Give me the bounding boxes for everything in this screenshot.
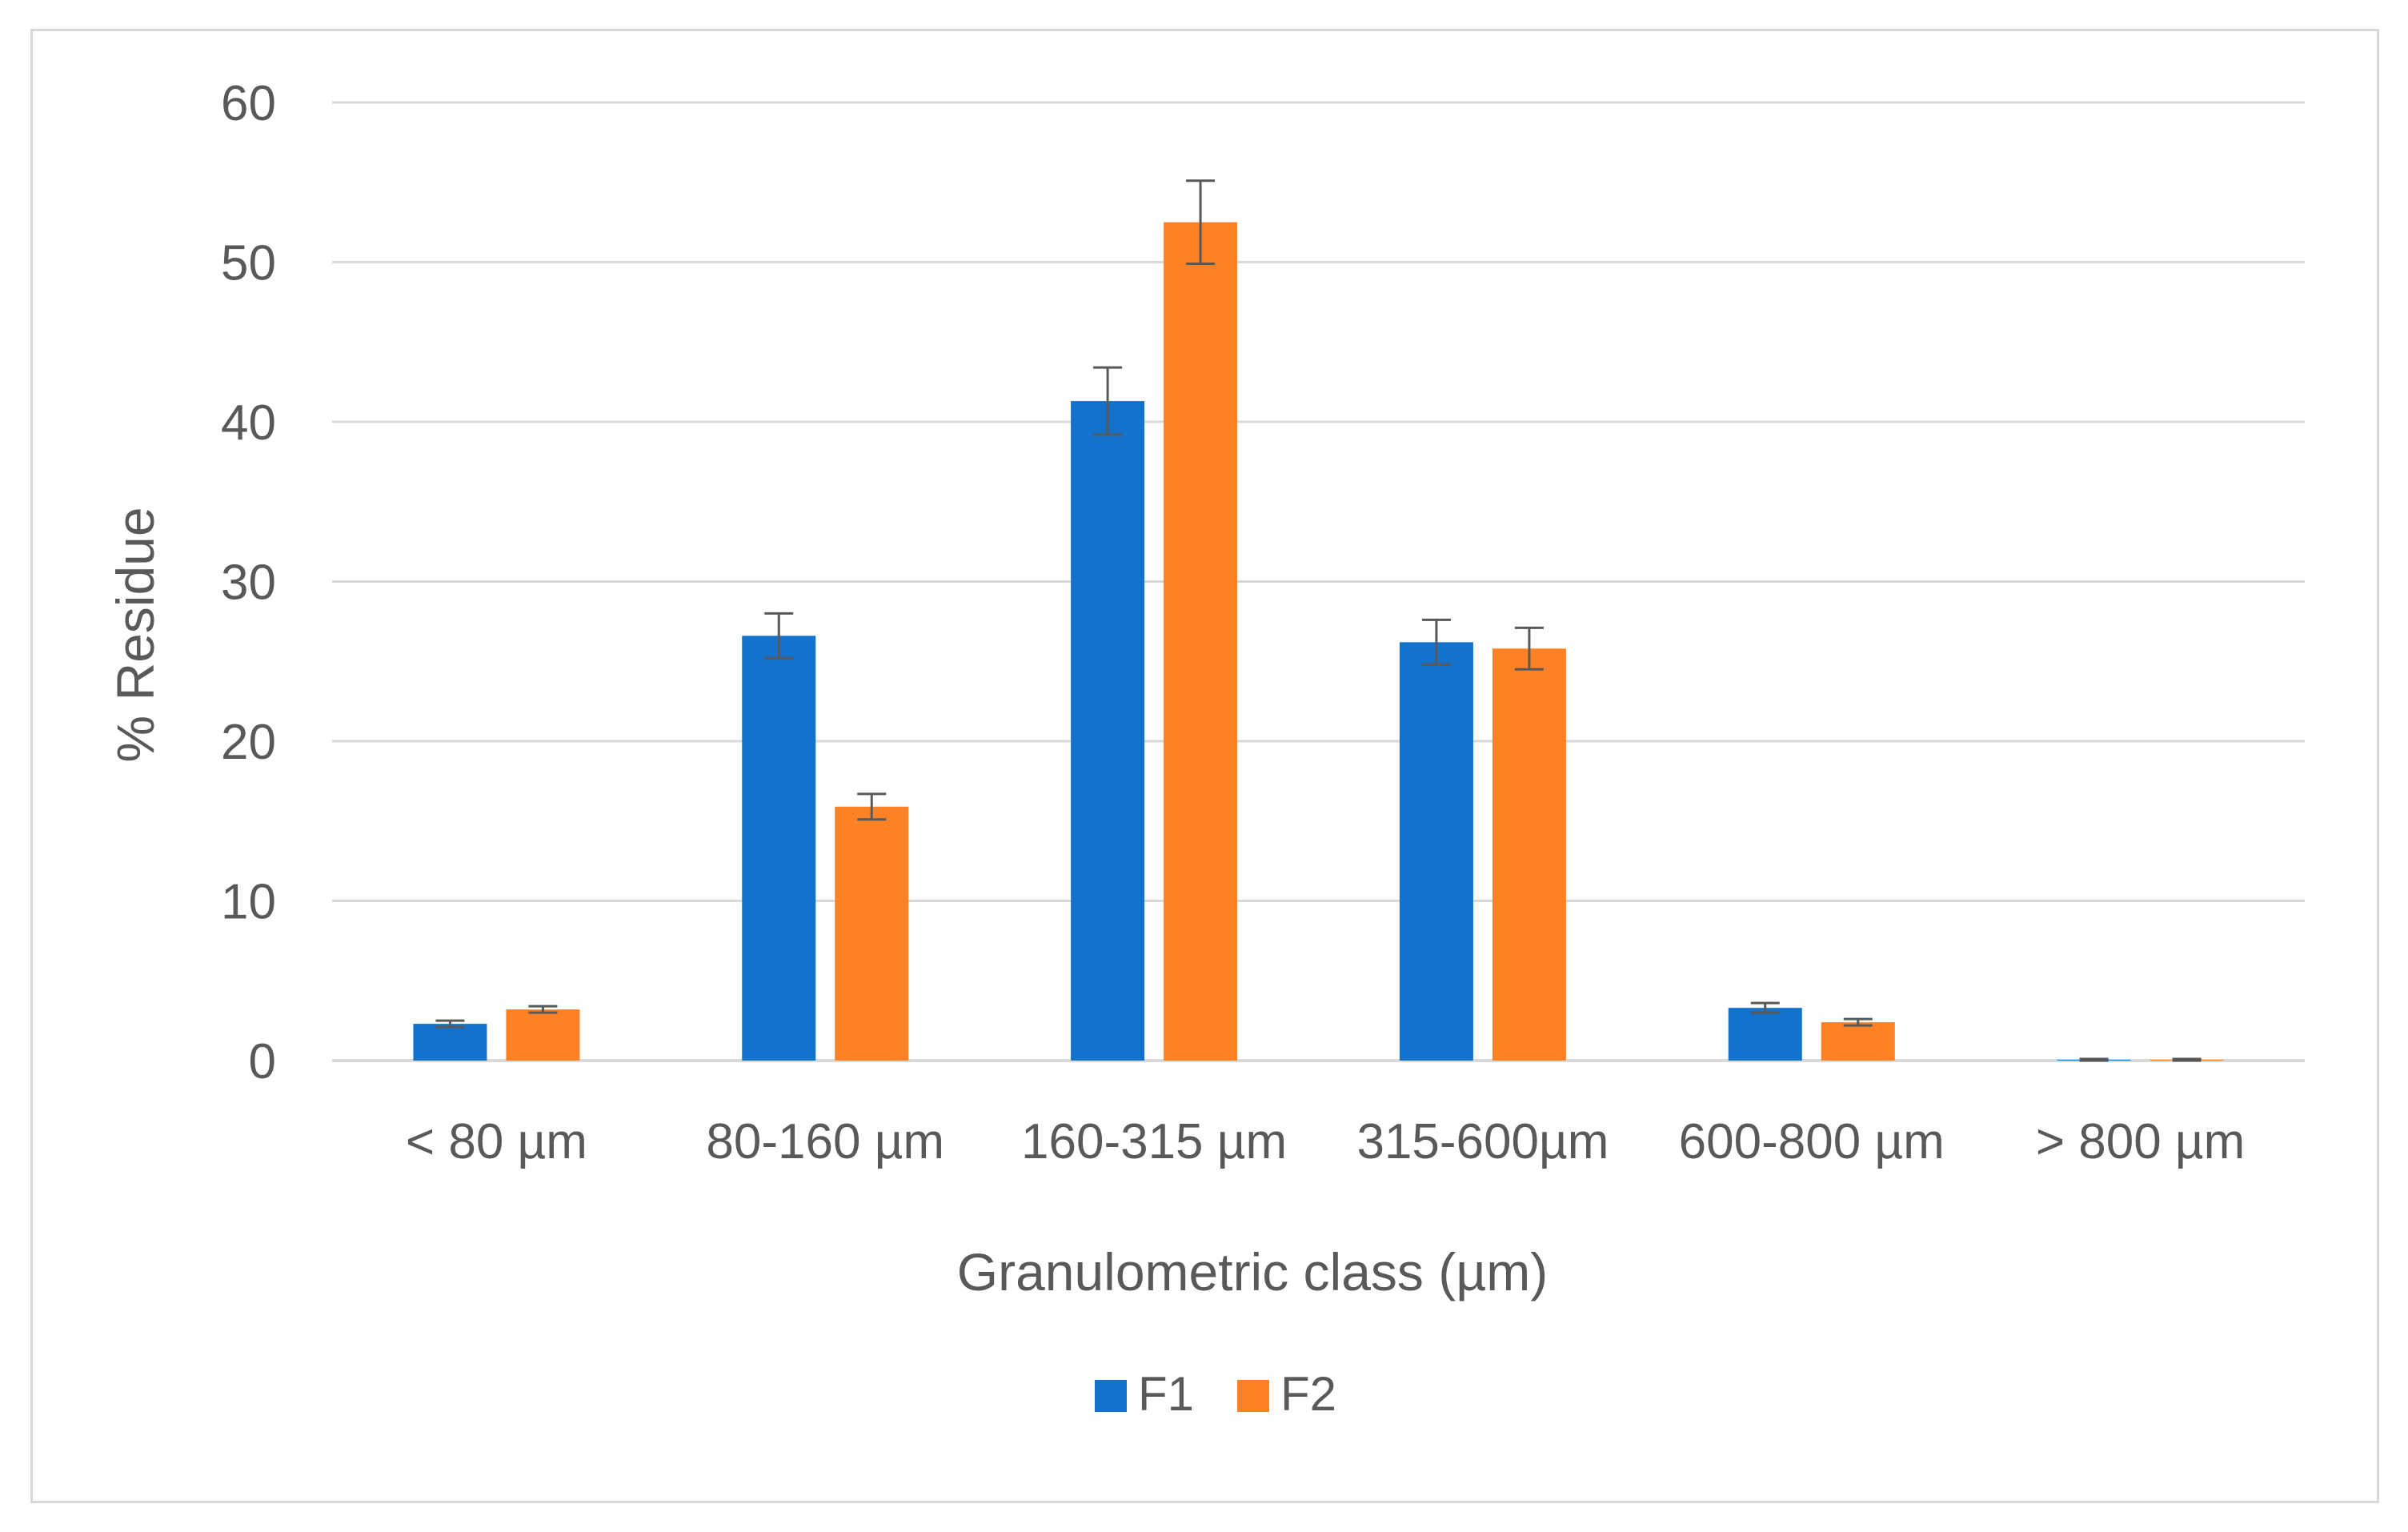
bar-f2-2 — [1164, 222, 1238, 1061]
bar-f1-2 — [1071, 401, 1145, 1061]
y-tick-label: 20 — [221, 715, 276, 770]
error-bar-f1-1 — [764, 612, 794, 660]
bar-f2-1 — [835, 806, 909, 1061]
error-bar-f1-3 — [1421, 618, 1451, 666]
error-bar-f2-0 — [528, 1005, 558, 1014]
x-tick-label: 80-160 µm — [706, 1114, 944, 1169]
x-tick-label: 160-315 µm — [1021, 1114, 1287, 1169]
error-bar-f1-5 — [2079, 1057, 2109, 1062]
y-tick-label: 10 — [221, 875, 276, 930]
bar-f1-0 — [413, 1024, 487, 1061]
legend-label-f2: F2 — [1280, 1367, 1336, 1421]
x-tick-label: < 80 µm — [406, 1114, 587, 1169]
y-tick-label: 50 — [221, 236, 276, 291]
x-axis-ticks: < 80 µm 80-160 µm 160-315 µm 315-600µm 600-8… — [406, 1114, 2245, 1169]
y-axis-label: % Residue — [106, 507, 165, 762]
gridlines — [332, 101, 2305, 1062]
error-bar-f2-4 — [1843, 1017, 1873, 1027]
x-tick-label: > 800 µm — [2036, 1114, 2245, 1169]
bar-f1-4 — [1728, 1008, 1802, 1061]
x-tick-label: 315-600µm — [1356, 1114, 1609, 1169]
y-tick-label: 0 — [249, 1034, 276, 1089]
bar-f2-0 — [506, 1009, 580, 1061]
error-bar-f2-3 — [1514, 626, 1544, 671]
bar-f1-1 — [742, 636, 816, 1061]
error-bar-f1-2 — [1093, 366, 1123, 436]
error-bar-f2-1 — [857, 792, 887, 821]
bar-f2-3 — [1492, 648, 1566, 1061]
error-bar-f1-0 — [435, 1019, 465, 1029]
error-bar-f2-5 — [2172, 1057, 2202, 1062]
y-tick-label: 40 — [221, 395, 276, 451]
bars — [413, 222, 2224, 1061]
y-axis-ticks: 0 10 20 30 40 50 60 — [221, 76, 276, 1089]
error-bars — [435, 179, 2202, 1062]
error-bar-f1-4 — [1750, 1001, 1780, 1014]
y-tick-label: 60 — [221, 76, 276, 131]
legend-label-f1: F1 — [1138, 1367, 1194, 1421]
y-tick-label: 30 — [221, 555, 276, 611]
bar-f1-3 — [1399, 642, 1473, 1061]
legend: F1 F2 — [1095, 1367, 1336, 1421]
x-axis-label: Granulometric class (µm) — [957, 1242, 1548, 1301]
legend-swatch-f1 — [1095, 1380, 1127, 1412]
legend-swatch-f2 — [1237, 1380, 1269, 1412]
x-tick-label: 600-800 µm — [1679, 1114, 1945, 1169]
error-bar-f2-2 — [1186, 179, 1216, 265]
bar-f2-4 — [1821, 1022, 1895, 1061]
